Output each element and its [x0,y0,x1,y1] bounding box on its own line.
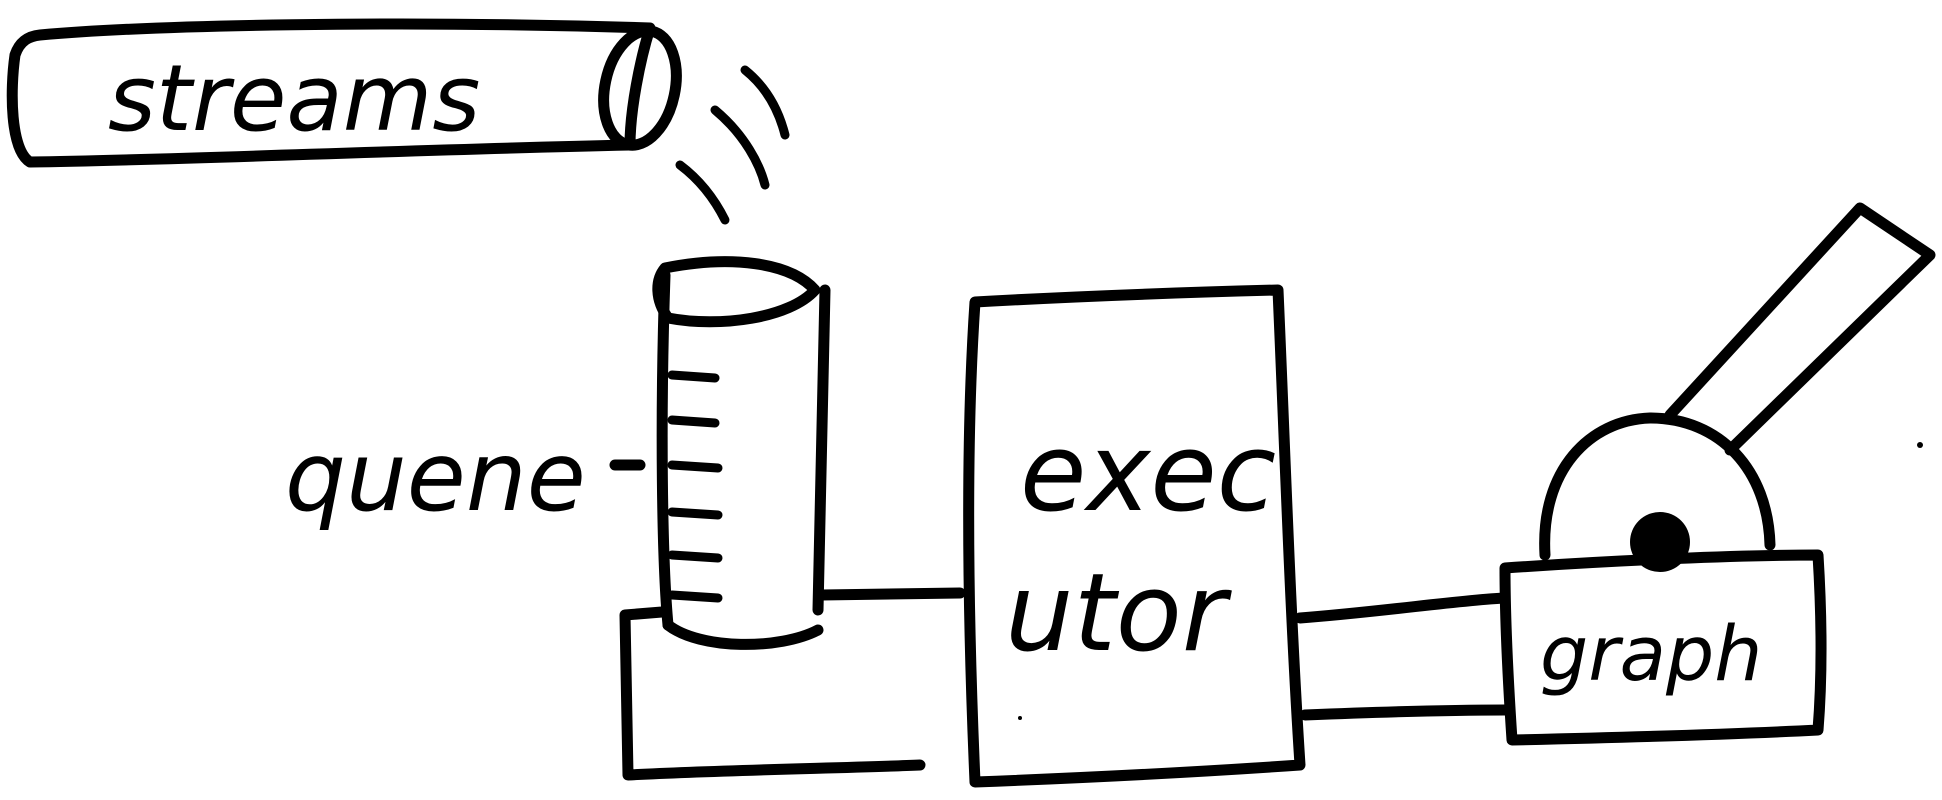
queue-label: quene [285,421,586,533]
executor-graph-shaft [1294,592,1511,721]
ink-dot [1917,442,1923,448]
flow-arcs [675,65,790,225]
ink-dot [1018,716,1022,720]
executor-label-line1: exec [1020,411,1276,536]
measuring-cylinder-icon [652,256,821,328]
queue-base [619,587,966,781]
graph-unit: graph [1499,202,1936,746]
graph-label: graph [1540,609,1762,698]
pipe-opening [598,25,682,151]
lever-pivot [1630,512,1690,572]
executor-label-line2: utor [1005,551,1232,676]
streams-pipe: streams [6,18,682,168]
lever-icon [1539,412,1776,561]
queue-cylinder: quene [285,256,831,650]
pipe-icon [6,18,656,168]
executor-box: exec utor [963,284,1306,788]
streams-label: streams [108,45,480,152]
